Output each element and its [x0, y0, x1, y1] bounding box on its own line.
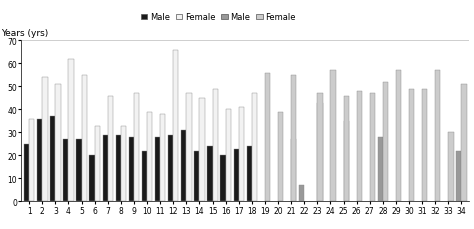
Bar [317, 103, 323, 202]
Bar [102, 135, 108, 202]
Bar [134, 94, 139, 202]
Bar [155, 137, 160, 202]
Bar [42, 78, 47, 202]
Bar [461, 85, 466, 202]
Bar [246, 147, 252, 202]
Bar [181, 131, 186, 202]
Bar [200, 98, 205, 202]
Bar [291, 76, 296, 202]
Bar [299, 185, 304, 202]
Bar [160, 114, 165, 202]
Bar [194, 151, 200, 202]
Bar [448, 133, 454, 202]
Bar [55, 85, 61, 202]
Bar [95, 126, 100, 202]
Bar [82, 76, 87, 202]
Bar [29, 119, 35, 202]
Bar [50, 117, 55, 202]
Bar [168, 135, 173, 202]
Bar [116, 135, 121, 202]
Legend: Male, Female, Male, Female: Male, Female, Male, Female [137, 10, 299, 26]
Bar [142, 151, 147, 202]
Bar [330, 71, 336, 202]
Bar [356, 92, 362, 202]
Bar [68, 60, 74, 202]
Bar [344, 96, 349, 202]
Bar [409, 89, 414, 202]
Bar [24, 144, 29, 202]
Bar [108, 96, 113, 202]
Bar [226, 110, 231, 202]
Bar [147, 112, 152, 202]
Bar [422, 89, 428, 202]
Bar [344, 121, 349, 202]
Bar [63, 140, 68, 202]
Bar [90, 156, 95, 202]
Bar [212, 89, 218, 202]
Bar [317, 94, 323, 202]
Bar [37, 119, 42, 202]
Bar [239, 108, 244, 202]
Bar [383, 82, 388, 202]
Bar [129, 137, 134, 202]
Bar [456, 151, 461, 202]
Bar [278, 112, 283, 202]
Bar [370, 94, 375, 202]
Bar [252, 94, 257, 202]
Bar [396, 71, 401, 202]
Bar [173, 50, 179, 202]
Bar [186, 94, 191, 202]
Text: Years (yrs): Years (yrs) [1, 29, 48, 38]
Bar [121, 126, 126, 202]
Bar [76, 140, 82, 202]
Bar [378, 137, 383, 202]
Bar [435, 71, 440, 202]
Bar [220, 156, 226, 202]
Bar [291, 140, 296, 202]
Bar [207, 147, 212, 202]
Bar [234, 149, 239, 202]
Bar [265, 73, 270, 202]
